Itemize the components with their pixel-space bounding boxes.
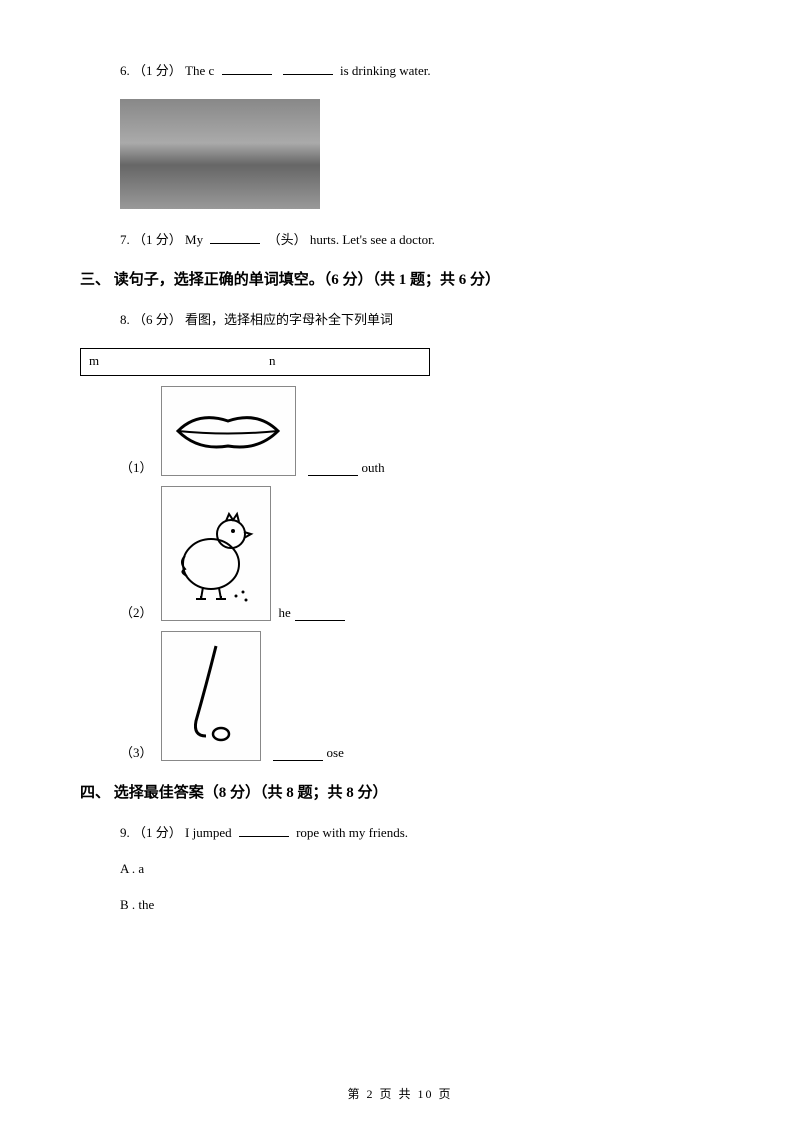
q7-blank[interactable]: [210, 230, 260, 244]
q6-blank-2[interactable]: [283, 61, 333, 75]
q8-item-2: （2） he: [120, 486, 720, 621]
letter-m: m: [81, 349, 261, 375]
q7-points: （1 分）: [133, 232, 182, 247]
section-3-heading: 三、 读句子，选择正确的单词填空。（6 分）（共 1 题；共 6 分）: [80, 268, 720, 289]
section-4-heading: 四、 选择最佳答案（8 分）（共 8 题；共 8 分）: [80, 781, 720, 802]
q8-item-2-prefix: he: [279, 605, 291, 621]
q6-text-before: The c: [185, 63, 214, 78]
question-6: 6. （1 分） The c is drinking water.: [120, 60, 720, 79]
q9-option-b[interactable]: B . the: [120, 897, 720, 913]
q8-item-3-blank[interactable]: [273, 747, 323, 761]
q9-text-before: I jumped: [185, 825, 232, 840]
q9-blank[interactable]: [239, 823, 289, 837]
q6-points: （1 分）: [133, 63, 182, 78]
hen-image: [161, 486, 271, 621]
q8-item-1-label: （1）: [120, 457, 153, 476]
q8-instruction: 看图，选择相应的字母补全下列单词: [185, 312, 393, 327]
q7-text-before: My: [185, 232, 203, 247]
q8-item-2-label: （2）: [120, 602, 153, 621]
question-7: 7. （1 分） My （头） hurts. Let's see a docto…: [120, 229, 720, 248]
q6-text-after: is drinking water.: [340, 63, 431, 78]
q8-item-1-blank[interactable]: [308, 462, 358, 476]
cow-image: [120, 99, 320, 209]
q8-item-3-label: （3）: [120, 742, 153, 761]
q6-number: 6.: [120, 63, 130, 78]
q9-points: （1 分）: [133, 825, 182, 840]
q6-blank-1[interactable]: [222, 61, 272, 75]
q8-item-3: （3） ose: [120, 631, 720, 761]
letter-choice-box: m n: [80, 348, 430, 376]
q7-annotation: （头）: [268, 232, 307, 247]
q9-text-after: rope with my friends.: [296, 825, 408, 840]
letter-n: n: [261, 349, 429, 375]
question-9: 9. （1 分） I jumped rope with my friends.: [120, 822, 720, 841]
q8-points: （6 分）: [133, 312, 182, 327]
q7-text-after: hurts. Let's see a doctor.: [310, 232, 435, 247]
mouth-image: [161, 386, 296, 476]
q8-item-1-suffix: outh: [362, 460, 385, 476]
q8-item-3-suffix: ose: [327, 745, 344, 761]
q7-number: 7.: [120, 232, 130, 247]
nose-image: [161, 631, 261, 761]
q8-item-1: （1） outh: [120, 386, 720, 476]
q9-number: 9.: [120, 825, 130, 840]
q8-number: 8.: [120, 312, 130, 327]
page-footer: 第 2 页 共 10 页: [0, 1085, 800, 1102]
question-8: 8. （6 分） 看图，选择相应的字母补全下列单词: [120, 309, 720, 328]
q8-item-2-blank[interactable]: [295, 607, 345, 621]
q9-option-a[interactable]: A . a: [120, 861, 720, 877]
